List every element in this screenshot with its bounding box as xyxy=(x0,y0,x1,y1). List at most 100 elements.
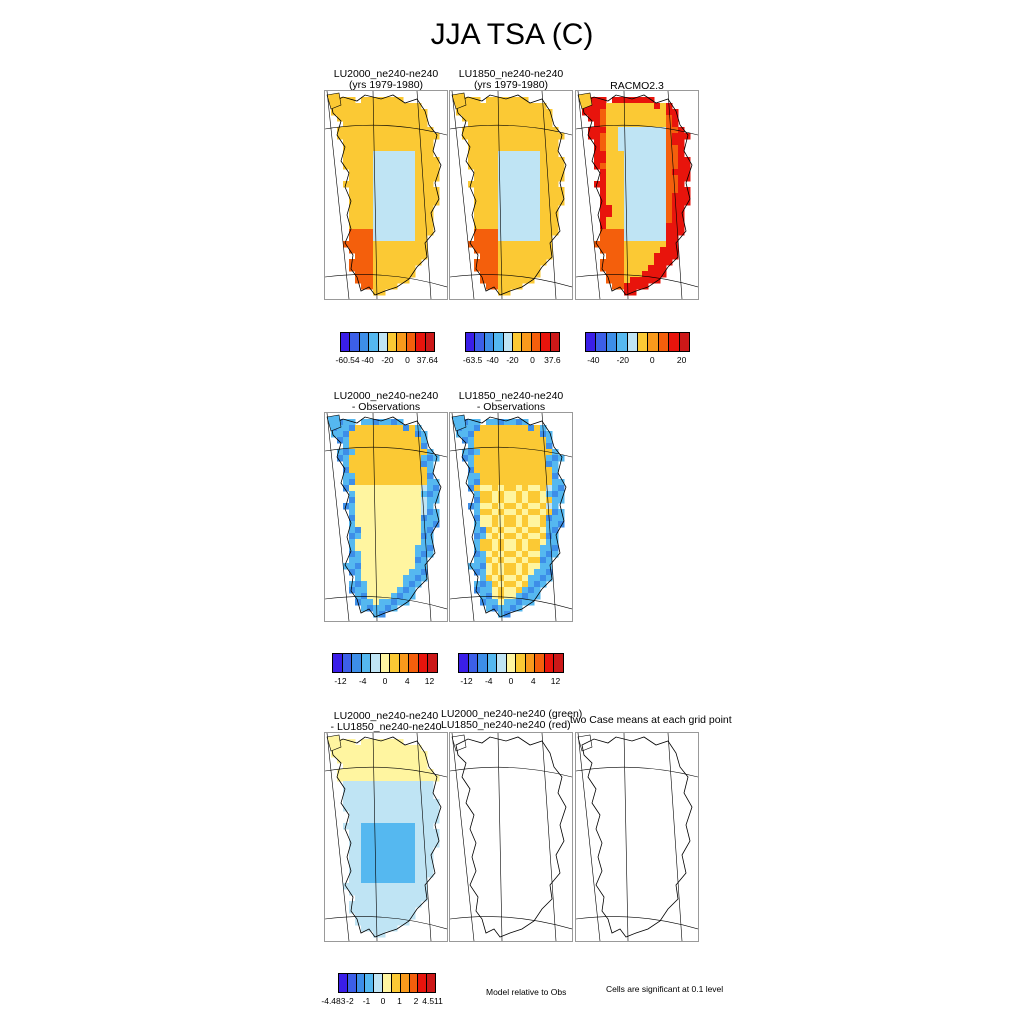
grid-cell xyxy=(510,527,517,534)
colorbar-swatch xyxy=(390,654,400,672)
grid-cell xyxy=(522,109,529,116)
grid-cell xyxy=(522,223,529,230)
grid-cell xyxy=(415,811,422,818)
grid-cell xyxy=(618,163,625,170)
grid-cell xyxy=(343,751,350,758)
grid-cell xyxy=(373,521,380,528)
grid-cell xyxy=(355,199,362,206)
grid-cell xyxy=(552,473,559,480)
grid-cell xyxy=(534,485,541,492)
grid-cell xyxy=(480,431,487,438)
grid-cell xyxy=(552,205,559,212)
grid-cell xyxy=(409,127,416,134)
grid-cell xyxy=(660,253,667,260)
grid-cell xyxy=(403,211,410,218)
grid-cell xyxy=(379,787,386,794)
grid-cell xyxy=(379,745,386,752)
grid-cell xyxy=(534,187,541,194)
grid-cell xyxy=(349,109,356,116)
grid-cell xyxy=(355,151,362,158)
grid-cell xyxy=(522,169,529,176)
grid-cell xyxy=(552,181,559,188)
colorbar-tick-label: 0 xyxy=(508,676,514,686)
grid-cell xyxy=(373,787,380,794)
grid-cell xyxy=(361,109,368,116)
grid-cell xyxy=(355,889,362,896)
grid-cell xyxy=(355,473,362,480)
grid-cell xyxy=(600,235,607,242)
grid-cell xyxy=(666,139,673,146)
grid-cell xyxy=(516,503,523,510)
grid-cell xyxy=(648,241,655,248)
grid-cell xyxy=(379,829,386,836)
grid-cell xyxy=(654,277,661,284)
graticule-lines xyxy=(450,91,572,299)
grid-cell xyxy=(397,163,404,170)
grid-cell xyxy=(636,103,643,110)
grid-cell xyxy=(618,97,625,104)
grid-cell xyxy=(337,109,344,116)
grid-cell xyxy=(391,883,398,890)
grid-cell xyxy=(385,533,392,540)
grid-cell xyxy=(528,431,535,438)
grid-cell xyxy=(379,515,386,522)
grid-cell xyxy=(516,259,523,266)
grid-cell xyxy=(427,485,434,492)
grid-cell xyxy=(349,515,356,522)
grid-cell xyxy=(379,461,386,468)
grid-cell xyxy=(403,187,410,194)
grid-cell xyxy=(403,781,410,788)
grid-cell xyxy=(534,437,541,444)
grid-cell xyxy=(409,793,416,800)
grid-cell xyxy=(391,599,398,606)
grid-cell xyxy=(522,527,529,534)
grid-cell xyxy=(379,901,386,908)
grid-cell xyxy=(421,569,428,576)
grid-cell xyxy=(510,121,517,128)
panel-title-line2: LU1850_ne240-ne240 (red) xyxy=(441,719,571,731)
colorbar-tick-label: 12 xyxy=(424,676,435,686)
grid-cell xyxy=(373,823,380,830)
grid-cell xyxy=(355,181,362,188)
grid-cell xyxy=(468,461,475,468)
grid-cell xyxy=(433,775,440,782)
grid-cell xyxy=(409,745,416,752)
grid-cell xyxy=(618,193,625,200)
grid-cell xyxy=(516,485,523,492)
grid-cell xyxy=(367,277,374,284)
grid-cell xyxy=(373,775,380,782)
grid-cell xyxy=(373,859,380,866)
grid-cell xyxy=(504,485,511,492)
grid-cell xyxy=(630,109,637,116)
grid-cell xyxy=(642,187,649,194)
grid-cell xyxy=(666,133,673,140)
grid-cell xyxy=(498,437,505,444)
grid-cell xyxy=(367,229,374,236)
grid-cell xyxy=(504,283,511,290)
grid-cell xyxy=(403,521,410,528)
grid-cell xyxy=(552,527,559,534)
grid-cell xyxy=(391,817,398,824)
grid-cell xyxy=(636,193,643,200)
colorbar-tick-label: -63.5 xyxy=(462,355,483,365)
grid-cell xyxy=(516,145,523,152)
grid-cell xyxy=(636,217,643,224)
greenland-coastline xyxy=(330,736,442,938)
grid-cell xyxy=(355,581,362,588)
grid-cell xyxy=(373,769,380,776)
grid-cell xyxy=(456,109,463,116)
grid-cell xyxy=(367,913,374,920)
grid-cell xyxy=(612,241,619,248)
grid-cell xyxy=(343,181,350,188)
grid-cell xyxy=(540,169,547,176)
grid-cell xyxy=(474,419,481,426)
grid-cell xyxy=(421,449,428,456)
grid-cell xyxy=(528,425,535,432)
grid-cell xyxy=(337,775,344,782)
grid-cell xyxy=(415,253,422,260)
grid-cell xyxy=(391,925,398,932)
grid-cell xyxy=(415,115,422,122)
grid-cell xyxy=(379,199,386,206)
grid-cell xyxy=(624,223,631,230)
grid-cell xyxy=(373,751,380,758)
